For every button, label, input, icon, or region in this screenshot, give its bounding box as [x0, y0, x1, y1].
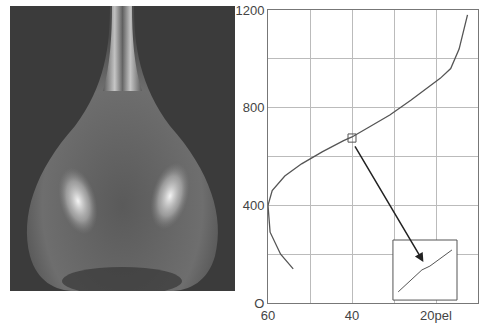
svg-text:800: 800	[243, 100, 265, 115]
svg-text:400: 400	[243, 198, 265, 213]
svg-text:60: 60	[261, 308, 275, 323]
svg-text:20pel: 20pel	[420, 308, 452, 323]
svg-text:O: O	[254, 296, 264, 311]
svg-text:40: 40	[345, 308, 359, 323]
svg-text:1200: 1200	[235, 3, 264, 18]
